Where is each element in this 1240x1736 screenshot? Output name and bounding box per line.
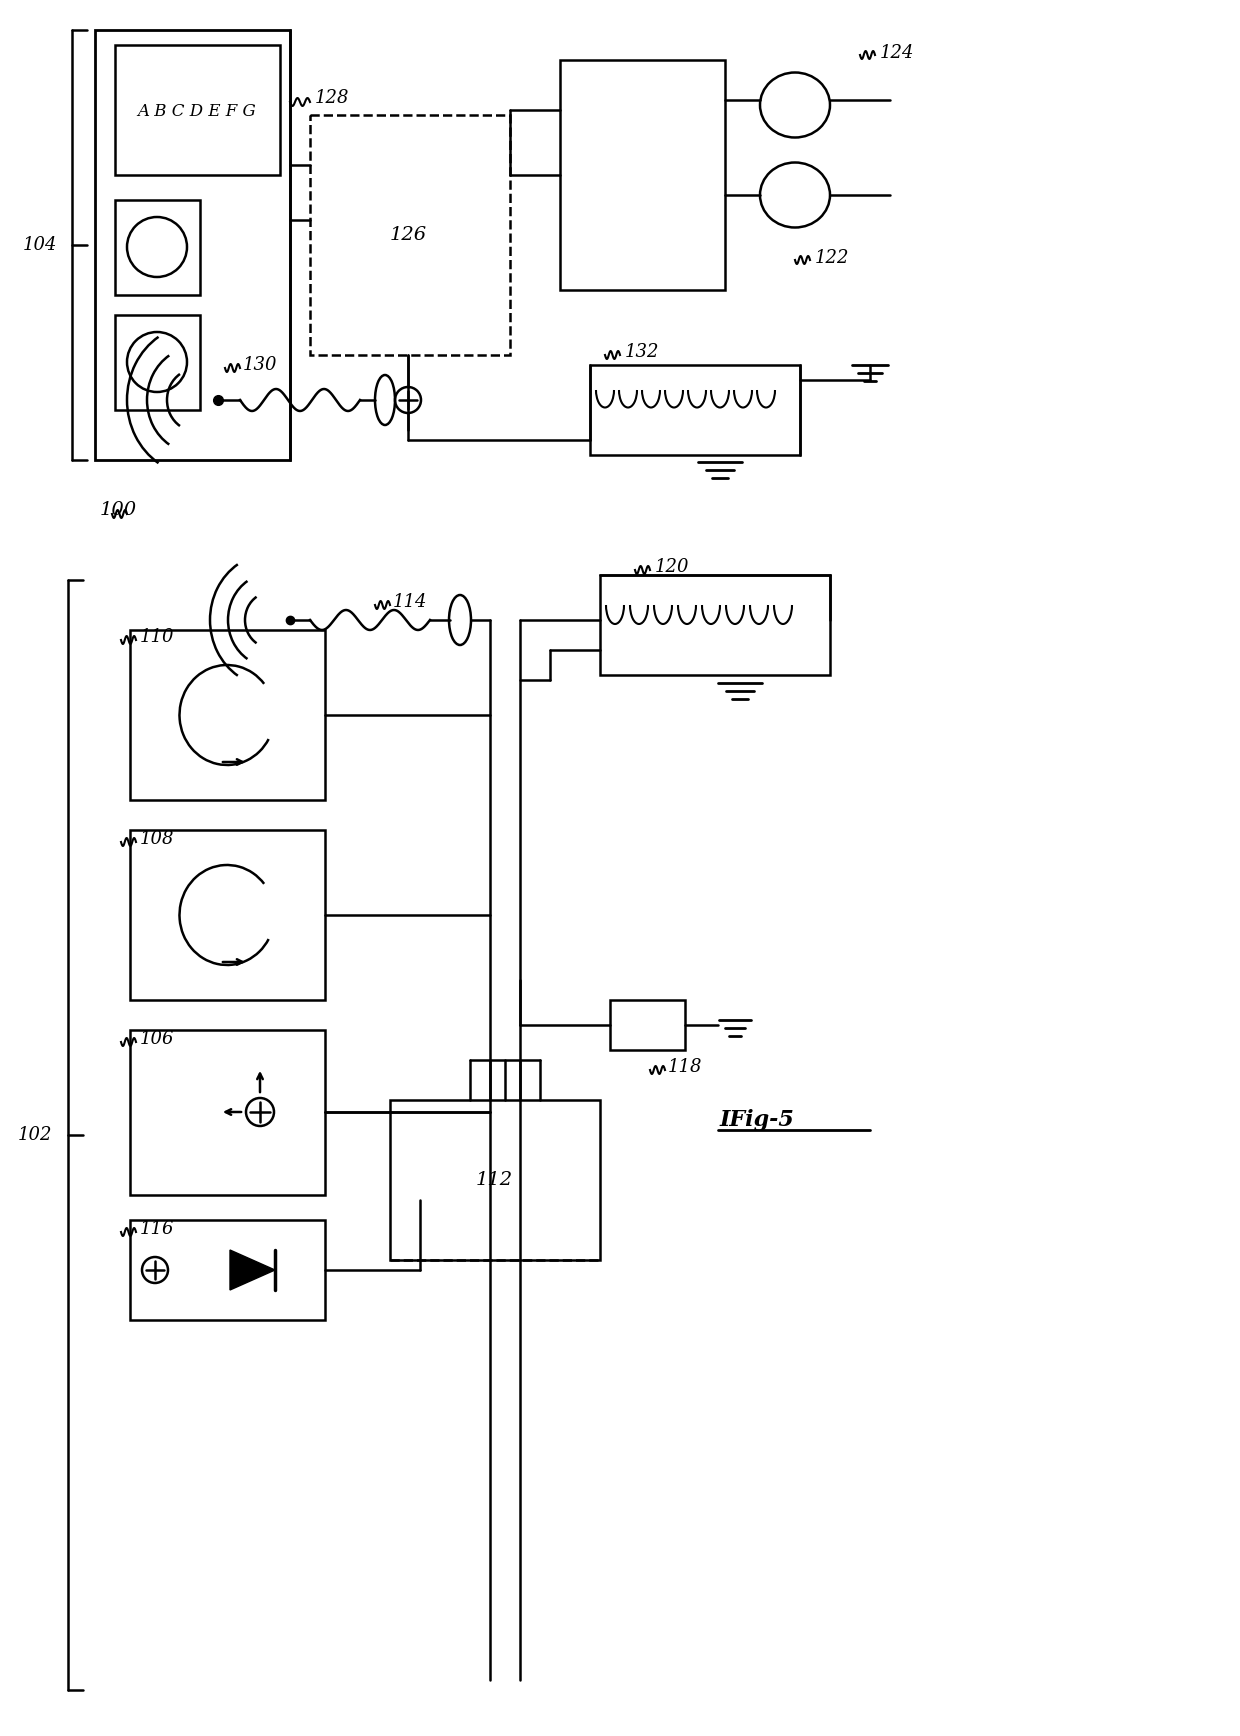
Bar: [115, 200, 200, 295]
Text: 102: 102: [17, 1127, 52, 1144]
Bar: [130, 1029, 325, 1194]
Bar: [130, 1220, 325, 1319]
Polygon shape: [229, 1250, 275, 1290]
Bar: [310, 115, 510, 354]
Bar: [130, 630, 325, 800]
Text: 114: 114: [393, 594, 428, 611]
Bar: [95, 30, 290, 460]
Text: 118: 118: [668, 1057, 703, 1076]
Text: 110: 110: [140, 628, 175, 646]
Bar: [115, 314, 200, 410]
Bar: [115, 45, 280, 175]
Bar: [130, 830, 325, 1000]
Text: 112: 112: [475, 1172, 512, 1189]
Text: A B C D E F G: A B C D E F G: [138, 104, 257, 120]
Text: 122: 122: [815, 248, 849, 267]
Text: 104: 104: [22, 236, 57, 253]
Bar: [600, 575, 830, 675]
Text: 130: 130: [243, 356, 278, 373]
Bar: [590, 365, 800, 455]
Text: 132: 132: [625, 344, 660, 361]
Bar: [391, 1101, 600, 1260]
Text: 128: 128: [315, 89, 350, 108]
Text: IFig-5: IFig-5: [720, 1109, 795, 1130]
Text: 126: 126: [389, 226, 427, 245]
Text: 108: 108: [140, 830, 175, 847]
Text: 120: 120: [655, 557, 689, 576]
Bar: [560, 61, 725, 290]
Text: 106: 106: [140, 1029, 175, 1049]
Text: 124: 124: [880, 43, 915, 62]
Text: 100: 100: [100, 502, 138, 519]
Text: 116: 116: [140, 1220, 175, 1238]
Bar: [610, 1000, 684, 1050]
